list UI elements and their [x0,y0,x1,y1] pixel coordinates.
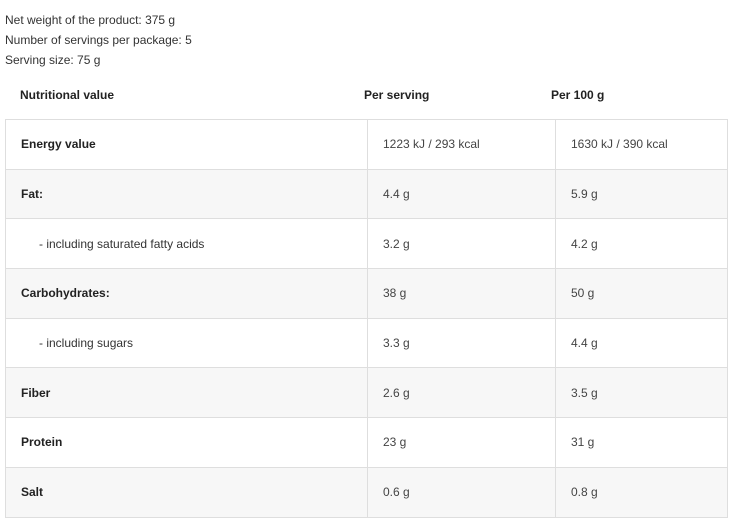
per-serving-value: 1223 kJ / 293 kcal [367,119,556,170]
table-row: Fat: 4.4 g 5.9 g [5,168,728,220]
table-row: Energy value 1223 kJ / 293 kcal 1630 kJ / … [5,119,728,170]
per-100g-value: 31 g [555,417,728,468]
table-row: Protein 23 g 31 g [5,417,728,468]
nutrient-name: - including saturated fatty acids [5,218,368,270]
product-info: Net weight of the product: 375 g Number … [5,10,192,70]
per-100g-value: 5.9 g [555,168,728,220]
per-100g-value: 4.4 g [555,317,728,369]
nutrient-name: Salt [5,466,368,518]
per-100g-value: 4.2 g [555,218,728,270]
net-weight: Net weight of the product: 375 g [5,13,176,27]
header-per-100g: Per 100 g [551,88,605,102]
per-100g-value: 0.8 g [555,466,728,518]
per-serving-value: 3.3 g [367,317,556,369]
per-serving-value: 38 g [367,268,556,319]
nutrient-name: Fat: [5,168,368,220]
table-row: Carbohydrates: 38 g 50 g [5,268,728,319]
per-serving-value: 3.2 g [367,218,556,270]
nutrient-name: Fiber [5,367,368,419]
header-per-serving: Per serving [364,88,430,102]
header-nutritional-value: Nutritional value [20,88,115,102]
nutrient-name: Carbohydrates: [5,268,368,319]
serving-size: Serving size: 75 g [5,53,101,67]
servings-per-package: Number of servings per package: 5 [5,33,192,47]
table-row: - including saturated fatty acids 3.2 g 4.… [5,218,728,270]
per-100g-value: 1630 kJ / 390 kcal [555,119,728,170]
per-serving-value: 2.6 g [367,367,556,419]
table-row: Fiber 2.6 g 3.5 g [5,367,728,419]
table-row: Salt 0.6 g 0.8 g [5,466,728,518]
nutrition-table: Energy value 1223 kJ / 293 kcal 1630 kJ / … [5,119,728,518]
table-header: Nutritional value Per serving Per 100 g [5,80,727,110]
per-serving-value: 23 g [367,417,556,468]
per-100g-value: 50 g [555,268,728,319]
nutrient-name: - including sugars [5,317,368,369]
nutrient-name: Protein [5,417,368,468]
nutrient-name: Energy value [5,119,368,170]
per-serving-value: 4.4 g [367,168,556,220]
per-100g-value: 3.5 g [555,367,728,419]
table-row: - including sugars 3.3 g 4.4 g [5,317,728,369]
per-serving-value: 0.6 g [367,466,556,518]
